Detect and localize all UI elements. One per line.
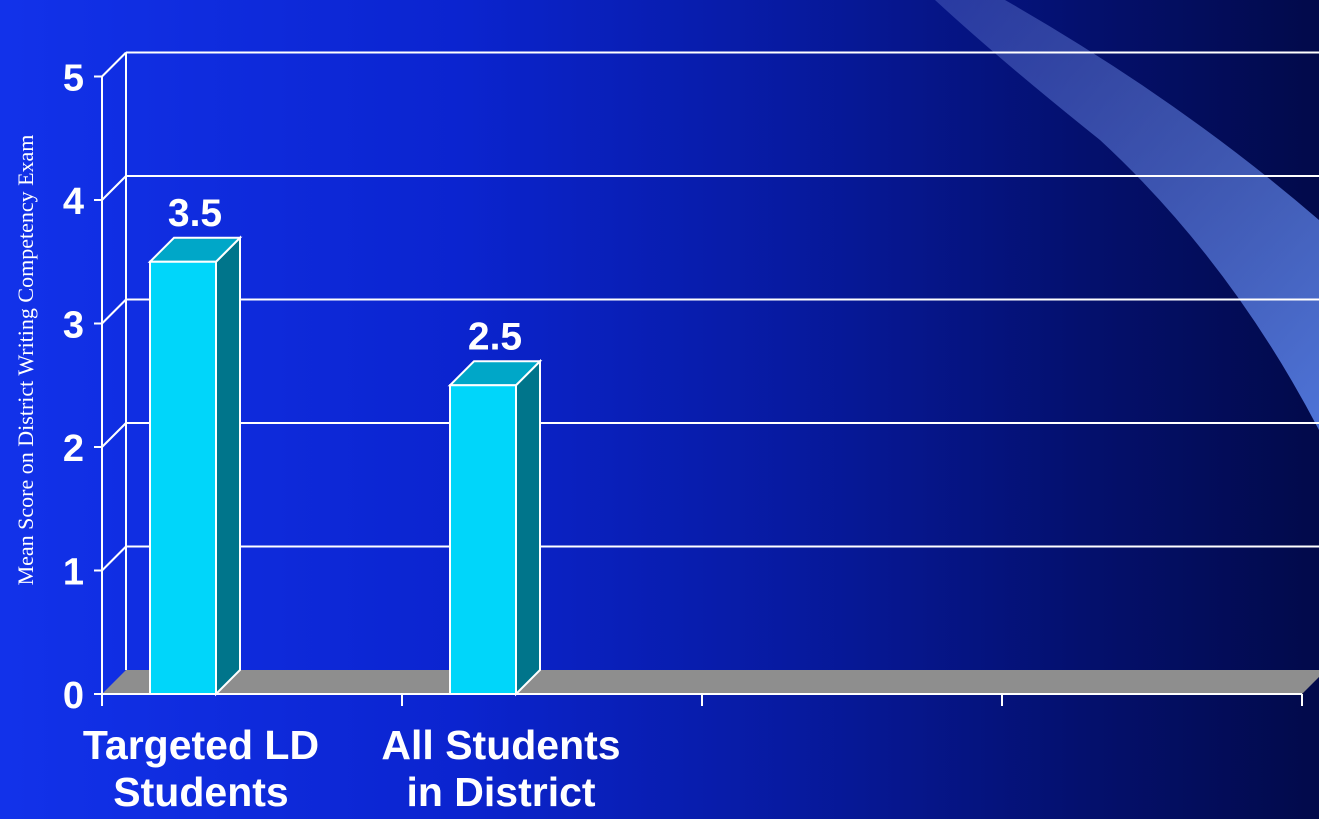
data-label: 2.5	[468, 315, 522, 358]
gridline-side	[101, 422, 127, 448]
bar	[147, 235, 243, 697]
bars	[147, 235, 543, 697]
x-category-label: Targeted LD Students	[51, 722, 351, 816]
gridline-side	[101, 175, 127, 201]
gridline-side	[101, 545, 127, 572]
x-category-label: All Students in District	[351, 722, 651, 816]
bar-face	[149, 260, 217, 695]
x-category-label-line: Targeted LD	[82, 722, 320, 768]
y-tick-label: 2	[63, 428, 84, 470]
data-labels: 3.5 2.5	[168, 192, 522, 359]
y-axis-label: Mean Score on District Writing Competenc…	[13, 134, 38, 586]
bar	[447, 358, 543, 697]
y-tick-label: 1	[63, 552, 84, 594]
axes	[94, 52, 1303, 706]
bar-face	[449, 384, 517, 695]
y-tick-labels: 0 1 2 3 4 5	[63, 58, 84, 718]
x-category-label-line: in District	[406, 769, 596, 815]
x-category-label-line: All Students	[381, 722, 621, 768]
gridline-side	[101, 298, 127, 325]
bar-side	[215, 235, 241, 697]
y-tick-label: 5	[63, 58, 84, 100]
x-category-label-line: Students	[113, 769, 289, 815]
y-tick-label: 3	[63, 305, 84, 347]
data-label: 3.5	[168, 192, 222, 235]
chart-floor	[102, 670, 1319, 694]
y-tick-label: 0	[63, 675, 84, 717]
y-tick-label: 4	[63, 181, 84, 223]
gridlines	[101, 51, 1319, 572]
floor-plane	[102, 670, 1319, 694]
gridline-side	[101, 51, 127, 78]
bar-side	[515, 358, 541, 697]
